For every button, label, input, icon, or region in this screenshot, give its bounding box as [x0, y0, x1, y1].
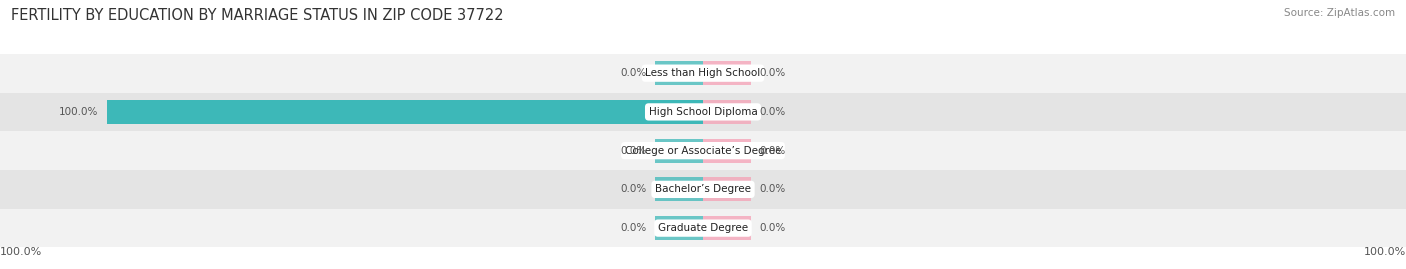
Text: 0.0%: 0.0% [759, 184, 786, 194]
Bar [655, 216, 703, 240]
Text: 0.0%: 0.0% [620, 223, 647, 233]
Bar [0, 54, 1406, 93]
Text: Graduate Degree: Graduate Degree [658, 223, 748, 233]
Bar [703, 100, 751, 124]
Text: FERTILITY BY EDUCATION BY MARRIAGE STATUS IN ZIP CODE 37722: FERTILITY BY EDUCATION BY MARRIAGE STATU… [11, 8, 503, 23]
Text: 100.0%: 100.0% [0, 247, 42, 257]
Text: 100.0%: 100.0% [1364, 247, 1406, 257]
Bar [655, 177, 703, 201]
Text: 0.0%: 0.0% [759, 107, 786, 117]
Text: 0.0%: 0.0% [759, 68, 786, 78]
Text: 100.0%: 100.0% [59, 107, 98, 117]
Bar [703, 177, 751, 201]
Text: 0.0%: 0.0% [620, 184, 647, 194]
Text: 0.0%: 0.0% [620, 68, 647, 78]
Bar [107, 100, 703, 124]
Bar [703, 216, 751, 240]
Bar [703, 139, 751, 163]
Bar [655, 139, 703, 163]
Text: High School Diploma: High School Diploma [648, 107, 758, 117]
Text: Bachelor’s Degree: Bachelor’s Degree [655, 184, 751, 194]
Text: 0.0%: 0.0% [620, 146, 647, 156]
Text: 0.0%: 0.0% [759, 223, 786, 233]
Text: 0.0%: 0.0% [759, 146, 786, 156]
Bar [0, 131, 1406, 170]
Bar [703, 61, 751, 85]
Bar [655, 61, 703, 85]
Bar [0, 93, 1406, 131]
Text: Source: ZipAtlas.com: Source: ZipAtlas.com [1284, 8, 1395, 18]
Text: Less than High School: Less than High School [645, 68, 761, 78]
Bar [0, 170, 1406, 209]
Bar [0, 209, 1406, 247]
Text: College or Associate’s Degree: College or Associate’s Degree [624, 146, 782, 156]
